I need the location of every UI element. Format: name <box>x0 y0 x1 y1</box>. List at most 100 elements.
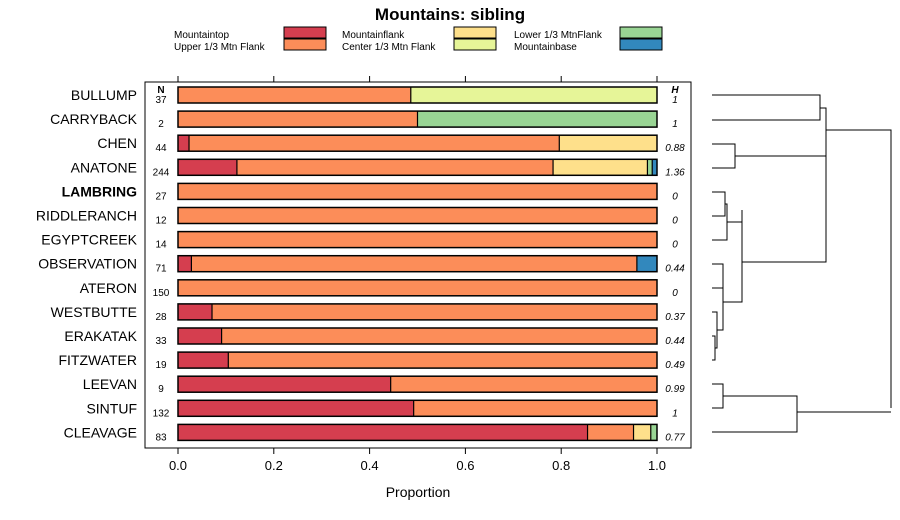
dendrogram-branch <box>742 156 827 263</box>
n-value: 19 <box>155 360 167 371</box>
h-value: 0.37 <box>665 312 685 323</box>
category-label: LAMBRING <box>62 183 138 199</box>
bar-segment <box>178 207 657 224</box>
bar-segment <box>178 183 657 200</box>
h-value: 0 <box>672 288 678 299</box>
category-label: BULLUMP <box>71 87 137 103</box>
n-value: 150 <box>153 288 170 299</box>
bar-outline <box>177 303 658 321</box>
n-value: 12 <box>155 216 167 227</box>
dendrogram-branch <box>723 221 743 303</box>
dendrogram <box>712 94 892 433</box>
category-label: ANATONE <box>71 159 137 175</box>
h-value: 0.99 <box>665 384 685 395</box>
legend-swatch <box>283 26 327 39</box>
x-tick-label: 0.6 <box>456 458 474 473</box>
n-value: 2 <box>158 119 164 130</box>
dendrogram-branch <box>717 276 724 331</box>
h-value: 0 <box>672 240 678 251</box>
bar-segment <box>236 159 554 176</box>
bar-segment <box>178 328 222 344</box>
dendrogram-branch <box>712 143 736 169</box>
bar-outline <box>177 399 658 418</box>
legend-label: Mountainbase <box>514 42 577 53</box>
n-value: 132 <box>153 408 170 419</box>
bar-outline <box>177 206 658 225</box>
dendrogram-branch <box>712 191 726 217</box>
bar-segment <box>178 303 213 320</box>
bar-segment <box>178 135 190 152</box>
x-tick-label: 0.0 <box>169 458 187 473</box>
dendrogram-branch <box>712 263 724 289</box>
n-value: 9 <box>158 384 164 395</box>
n-value: 83 <box>155 432 167 443</box>
category-label: SINTUF <box>86 400 137 416</box>
bar-segment <box>178 376 391 393</box>
bar-outline <box>177 423 658 442</box>
h-value: 0 <box>672 216 678 227</box>
category-label: LEEVAN <box>83 376 137 392</box>
bar-segment <box>559 135 657 152</box>
category-label: OBSERVATION <box>38 256 137 272</box>
n-value: 33 <box>155 336 167 347</box>
bar-segment <box>390 376 657 393</box>
dendrogram-branch <box>735 107 827 157</box>
bar-outline <box>177 86 658 104</box>
dendrogram-branch <box>712 94 821 121</box>
bar-segment <box>587 424 634 441</box>
bar-outline <box>177 279 658 297</box>
n-value: 27 <box>155 191 167 202</box>
h-value: 1 <box>672 408 678 419</box>
category-label: CARRYBACK <box>50 111 138 127</box>
category-label: EGYPTCREEK <box>41 232 137 248</box>
h-value: 0.44 <box>665 336 685 347</box>
h-value: 0.49 <box>665 360 685 371</box>
legend-label: Center 1/3 Mtn Flank <box>342 42 436 53</box>
category-label: FITZWATER <box>58 352 137 368</box>
chart-title: Mountains: sibling <box>375 5 525 24</box>
h-column-header: H <box>671 85 679 96</box>
h-value: 1 <box>672 95 678 106</box>
h-value: 0.88 <box>665 143 685 154</box>
category-label: ATERON <box>80 280 137 296</box>
bar-outline <box>177 134 658 152</box>
dendrogram-branch <box>712 335 716 361</box>
category-label: CLEAVAGE <box>64 424 137 440</box>
legend-swatch <box>453 38 497 51</box>
bar-segment <box>189 135 560 152</box>
bar-outline <box>177 182 658 201</box>
bars-group: BULLUMP 37 1 CARRYBACK 2 1 CHEN 44 0.88 ANATONE 24… <box>36 86 685 443</box>
legend-label: Mountainflank <box>342 30 405 41</box>
n-value: 44 <box>155 143 167 154</box>
n-value: 37 <box>155 95 167 106</box>
bar-segment <box>191 255 637 272</box>
category-label: RIDDLERANCH <box>36 208 137 224</box>
legend-swatch <box>619 26 663 39</box>
top-axis-ticks <box>177 76 658 82</box>
n-value: 71 <box>155 264 167 275</box>
legend-label: Mountaintop <box>174 30 229 41</box>
bar-segment <box>212 303 657 320</box>
legend-label: Upper 1/3 Mtn Flank <box>174 42 266 53</box>
x-tick-label: 0.4 <box>361 458 379 473</box>
bar-segment <box>178 424 588 441</box>
bar-outline <box>177 351 658 369</box>
x-tick-label: 1.0 <box>648 458 666 473</box>
h-value: 0 <box>672 191 678 202</box>
h-value: 0.77 <box>665 432 685 443</box>
category-label: ERAKATAK <box>64 328 137 344</box>
bar-segment <box>228 352 658 369</box>
x-tick-label: 0.2 <box>265 458 283 473</box>
bar-segment <box>178 231 657 248</box>
bar-segment <box>636 255 657 272</box>
h-value: 1 <box>672 119 678 130</box>
bar-segment <box>178 87 411 103</box>
bar-segment <box>221 328 658 344</box>
bar-segment <box>178 111 418 128</box>
n-column-header: N <box>157 85 164 96</box>
x-axis-label: Proportion <box>386 484 451 500</box>
dendrogram-branch <box>712 395 798 433</box>
n-value: 28 <box>155 312 167 323</box>
plot-frame <box>144 81 692 449</box>
